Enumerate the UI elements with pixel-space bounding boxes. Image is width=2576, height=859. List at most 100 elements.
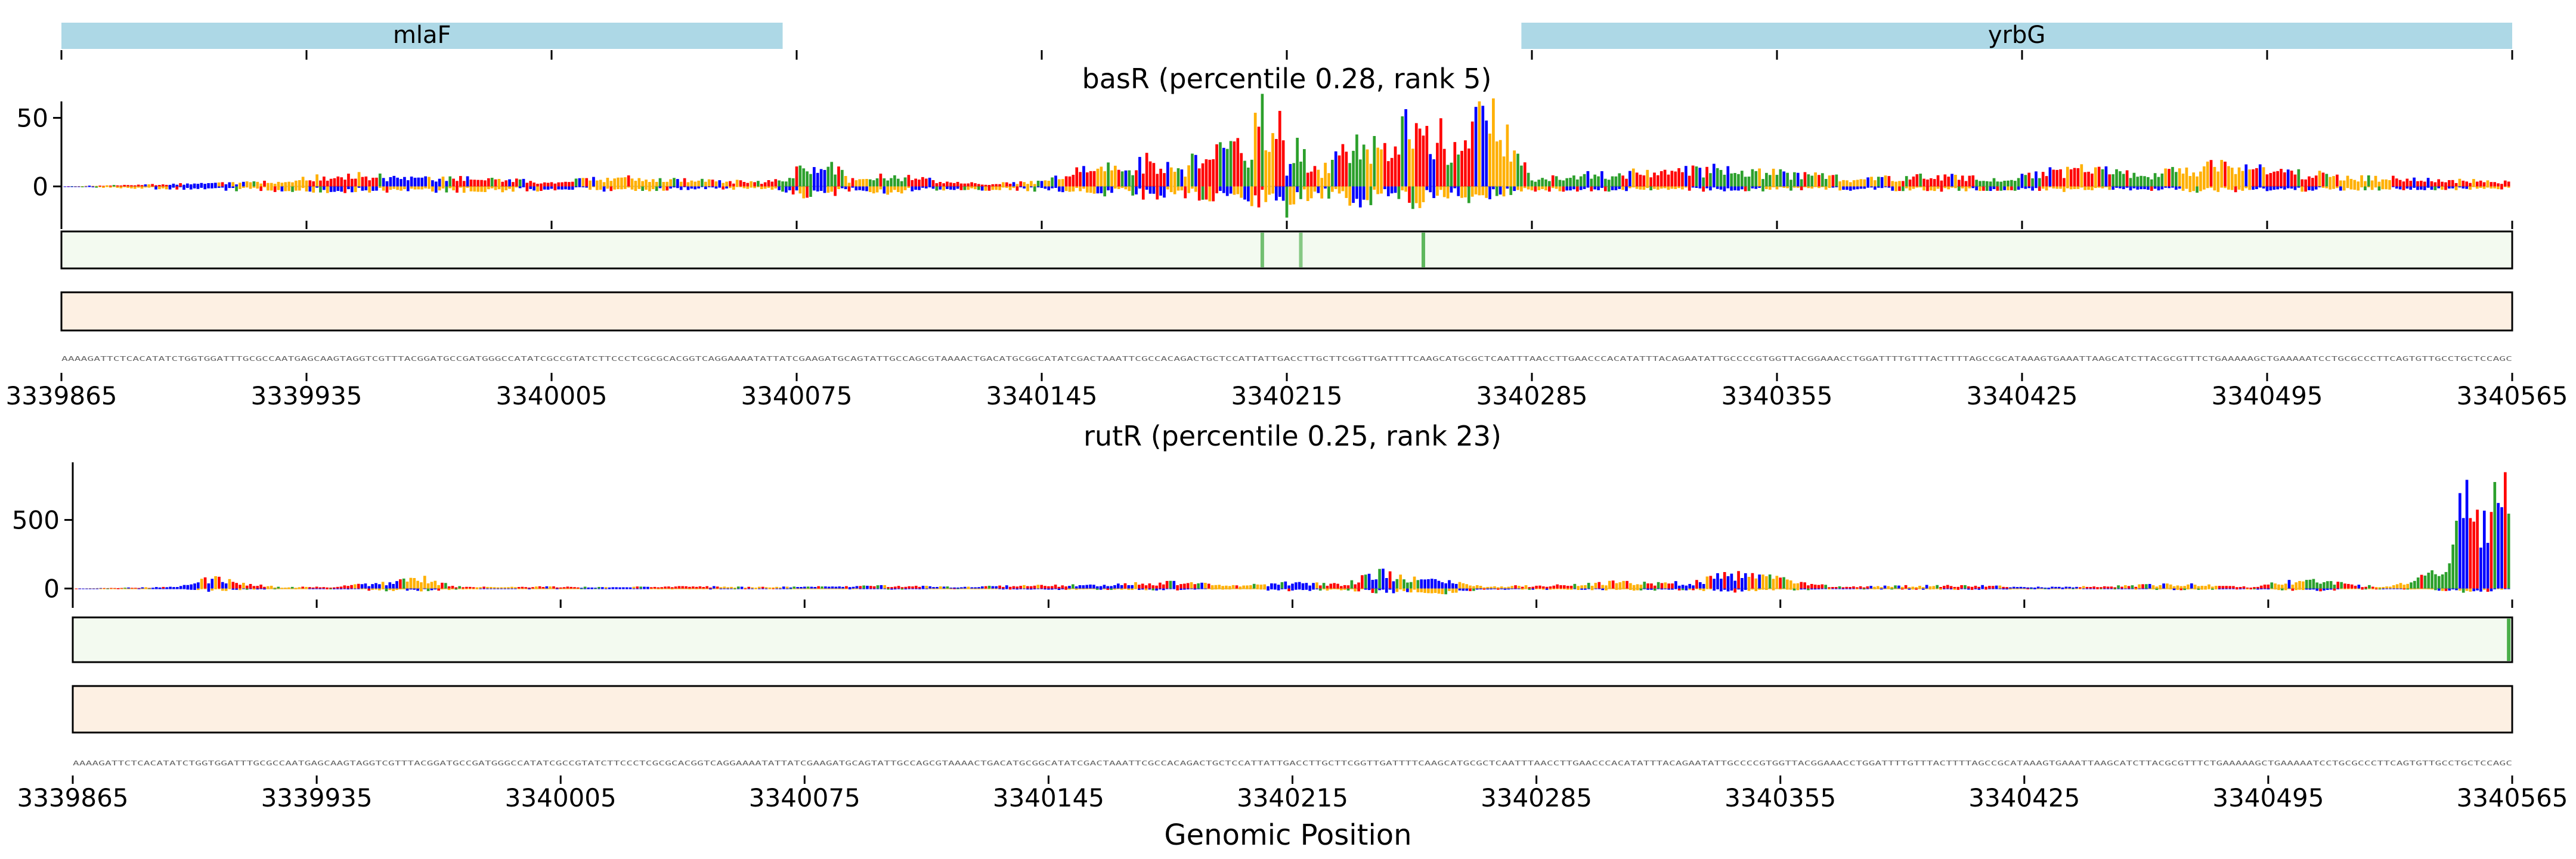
negative-attribution-mark	[2444, 186, 2447, 190]
negative-attribution-mark	[2490, 186, 2493, 189]
positive-attribution-mark	[1996, 181, 1999, 187]
positive-attribution-mark	[1273, 583, 1277, 589]
negative-attribution-mark	[182, 186, 185, 190]
negative-attribution-mark	[1318, 588, 1322, 591]
negative-attribution-mark	[1382, 588, 1385, 590]
positive-attribution-mark	[719, 587, 723, 589]
negative-attribution-mark	[2276, 186, 2279, 190]
positive-attribution-mark	[908, 586, 911, 589]
negative-attribution-mark	[767, 186, 770, 188]
negative-attribution-mark	[1306, 186, 1309, 201]
negative-attribution-mark	[1831, 186, 1835, 188]
positive-attribution-mark	[1397, 155, 1401, 187]
negative-attribution-mark	[673, 186, 676, 188]
positive-attribution-mark	[1200, 582, 1203, 589]
positive-attribution-mark	[1442, 149, 1446, 187]
negative-attribution-mark	[350, 186, 354, 193]
negative-attribution-mark	[946, 186, 949, 189]
positive-attribution-mark	[872, 586, 876, 589]
positive-attribution-mark	[392, 175, 396, 187]
negative-attribution-mark	[1208, 186, 1212, 202]
negative-attribution-mark	[1309, 186, 1313, 199]
negative-attribution-mark	[1061, 186, 1064, 193]
positive-attribution-mark	[1548, 181, 1551, 187]
positive-attribution-mark	[935, 183, 939, 187]
positive-attribution-mark	[1315, 582, 1318, 589]
positive-attribution-mark	[1458, 582, 1462, 589]
positive-attribution-mark	[1448, 580, 1451, 589]
positive-attribution-mark	[1057, 586, 1061, 589]
positive-attribution-mark	[1747, 577, 1751, 589]
positive-attribution-mark	[1921, 587, 1925, 589]
positive-attribution-mark	[2196, 176, 2199, 187]
positive-attribution-mark	[1061, 585, 1064, 589]
positive-attribution-mark	[826, 166, 830, 187]
negative-attribution-mark	[809, 186, 812, 197]
negative-attribution-mark	[2150, 186, 2153, 191]
negative-attribution-mark	[2437, 186, 2441, 189]
negative-attribution-mark	[2216, 186, 2220, 192]
negative-attribution-mark	[1413, 588, 1416, 590]
positive-attribution-mark	[1524, 585, 1528, 589]
negative-attribution-mark	[2433, 186, 2437, 190]
negative-attribution-mark	[2325, 186, 2329, 189]
positive-attribution-mark	[158, 185, 161, 187]
negative-attribution-mark	[207, 186, 210, 189]
positive-attribution-mark	[333, 178, 336, 187]
negative-attribution-mark	[1579, 186, 1583, 190]
negative-attribution-mark	[2339, 186, 2342, 191]
positive-attribution-mark	[1194, 155, 1197, 187]
negative-attribution-mark	[263, 588, 266, 590]
negative-attribution-mark	[1029, 588, 1033, 590]
positive-attribution-mark	[683, 178, 686, 187]
positive-attribution-mark	[665, 181, 669, 187]
positive-attribution-mark	[2087, 171, 2090, 187]
positive-attribution-mark	[2287, 580, 2291, 589]
negative-attribution-mark	[669, 186, 672, 189]
negative-attribution-mark	[686, 186, 690, 190]
negative-attribution-mark	[1015, 186, 1019, 191]
negative-attribution-mark	[890, 186, 893, 193]
negative-attribution-mark	[267, 186, 270, 191]
positive-attribution-mark	[468, 586, 472, 589]
negative-attribution-mark	[2333, 588, 2336, 591]
negative-attribution-mark	[931, 186, 935, 189]
negative-attribution-mark	[1243, 186, 1246, 200]
positive-attribution-mark	[2094, 167, 2097, 187]
negative-attribution-mark	[1079, 186, 1082, 191]
negative-attribution-mark	[228, 186, 231, 189]
positive-attribution-mark	[1012, 182, 1015, 187]
negative-attribution-mark	[613, 186, 617, 190]
negative-attribution-mark	[207, 588, 210, 592]
positive-attribution-mark	[476, 180, 480, 187]
negative-attribution-mark	[476, 186, 480, 192]
negative-attribution-mark	[1159, 588, 1162, 590]
negative-attribution-mark	[1982, 186, 1985, 191]
negative-attribution-mark	[2486, 588, 2490, 592]
negative-attribution-mark	[2097, 186, 2101, 188]
positive-attribution-mark	[746, 183, 750, 187]
positive-attribution-mark	[1803, 582, 1806, 589]
negative-attribution-mark	[851, 186, 854, 188]
negative-attribution-mark	[887, 588, 890, 590]
positive-attribution-mark	[925, 586, 928, 589]
positive-attribution-mark	[1621, 175, 1625, 187]
negative-attribution-mark	[2476, 588, 2479, 591]
positive-attribution-mark	[1374, 579, 1378, 589]
positive-attribution-mark	[1072, 175, 1075, 187]
negative-attribution-mark	[879, 186, 883, 190]
positive-attribution-mark	[428, 177, 431, 187]
positive-attribution-mark	[821, 586, 823, 589]
positive-attribution-mark	[1492, 98, 1495, 187]
negative-attribution-mark	[144, 186, 147, 188]
positive-attribution-mark	[1817, 585, 1820, 589]
negative-attribution-mark	[949, 186, 952, 190]
negative-attribution-mark	[1730, 588, 1733, 591]
negative-attribution-mark	[2329, 186, 2332, 190]
negative-attribution-mark	[280, 186, 284, 191]
negative-attribution-mark	[462, 186, 466, 193]
positive-attribution-mark	[147, 184, 151, 187]
negative-attribution-mark	[2027, 186, 2031, 189]
positive-attribution-mark	[670, 587, 674, 589]
positive-attribution-mark	[1299, 161, 1302, 187]
